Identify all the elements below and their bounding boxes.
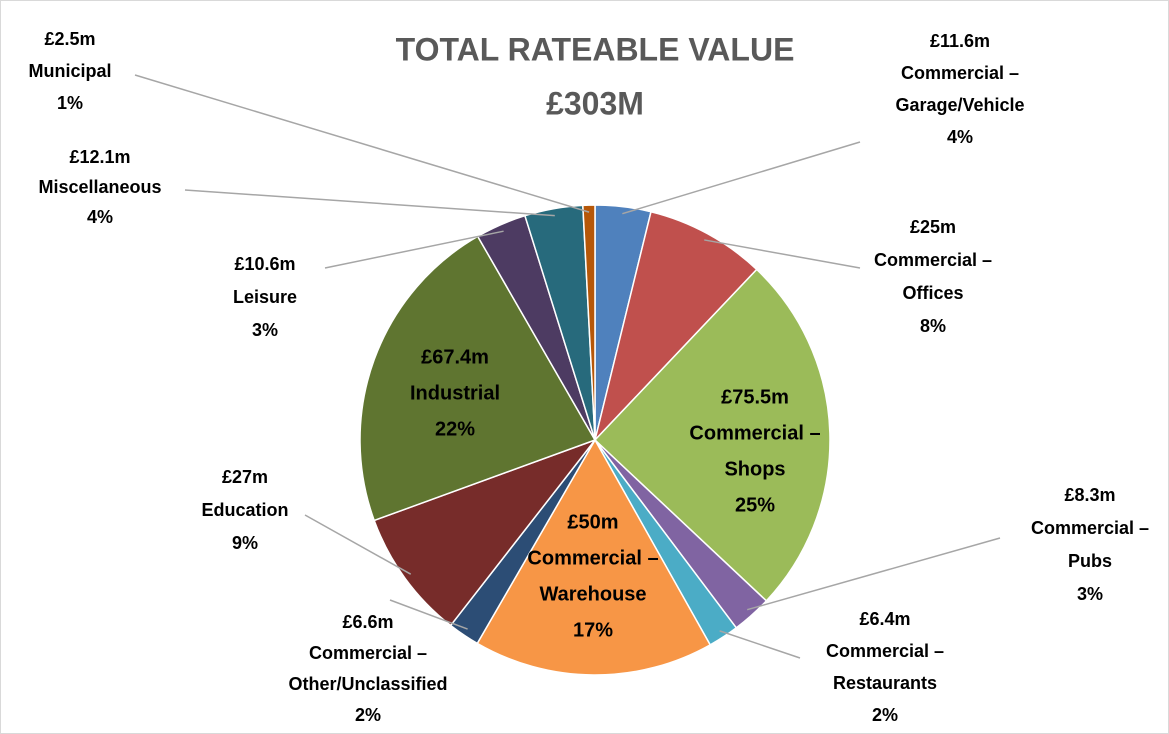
data-label: Warehouse [539, 583, 646, 605]
data-label: 2% [355, 705, 381, 725]
data-label: £12.1m [69, 147, 130, 167]
pie-slice [476, 438, 712, 676]
chart-subtitle: £303M [546, 85, 644, 121]
data-label: 3% [252, 320, 278, 340]
data-label: 17% [573, 619, 613, 641]
data-label: Commercial – [874, 250, 992, 270]
data-label: £2.5m [44, 29, 95, 49]
data-label: £50m [567, 511, 618, 533]
data-label: Commercial – [826, 641, 944, 661]
data-label: Education [201, 500, 288, 520]
data-label: £6.4m [859, 609, 910, 629]
data-label: £75.5m [721, 386, 789, 408]
data-label: Municipal [28, 61, 111, 81]
data-label: Shops [724, 458, 785, 480]
pie-slice [593, 210, 758, 443]
data-label: 9% [232, 533, 258, 553]
data-label: £8.3m [1064, 485, 1115, 505]
data-label: Other/Unclassified [288, 674, 447, 694]
data-label: Commercial – [1031, 518, 1149, 538]
data-label: 22% [435, 418, 475, 440]
data-label: 8% [920, 316, 946, 336]
data-label: £11.6m [930, 31, 990, 51]
data-label: Commercial – [309, 643, 427, 663]
leader-line [389, 599, 468, 630]
leader-line [304, 514, 412, 575]
data-label: 1% [57, 93, 83, 113]
data-label: Industrial [410, 382, 500, 404]
data-label: 25% [735, 494, 775, 516]
data-label: £25m [910, 217, 956, 237]
chart-title: TOTAL RATEABLE VALUE [396, 31, 795, 67]
leader-line [622, 141, 861, 215]
data-label: 4% [87, 207, 113, 227]
data-label: Offices [902, 283, 963, 303]
pie-slice [582, 204, 596, 441]
data-label: Restaurants [833, 673, 937, 693]
data-label: £27m [222, 467, 268, 487]
data-label: Leisure [233, 287, 297, 307]
data-label: £67.4m [421, 346, 489, 368]
leader-line [184, 189, 555, 217]
data-label: Garage/Vehicle [895, 95, 1024, 115]
leader-line [134, 74, 590, 213]
data-label: Pubs [1068, 551, 1112, 571]
leader-line [746, 537, 1001, 611]
slices [359, 204, 831, 676]
data-label: Commercial – [527, 547, 658, 569]
data-label: £6.6m [342, 612, 393, 632]
pie-slice [359, 235, 597, 522]
leader-line [704, 239, 861, 269]
data-label: 4% [947, 127, 973, 147]
data-label: 3% [1077, 584, 1103, 604]
labels: £11.6m Commercial – Garage/Vehicle 4% £25m Co… [28, 29, 1149, 725]
leader-line [719, 630, 801, 659]
pie-slice [593, 268, 831, 602]
leader-line [324, 230, 504, 269]
data-label: Commercial – [901, 63, 1019, 83]
data-label: Miscellaneous [38, 177, 161, 197]
data-label: Commercial – [689, 422, 820, 444]
data-label: 2% [872, 705, 898, 725]
data-label: £10.6m [234, 254, 295, 274]
